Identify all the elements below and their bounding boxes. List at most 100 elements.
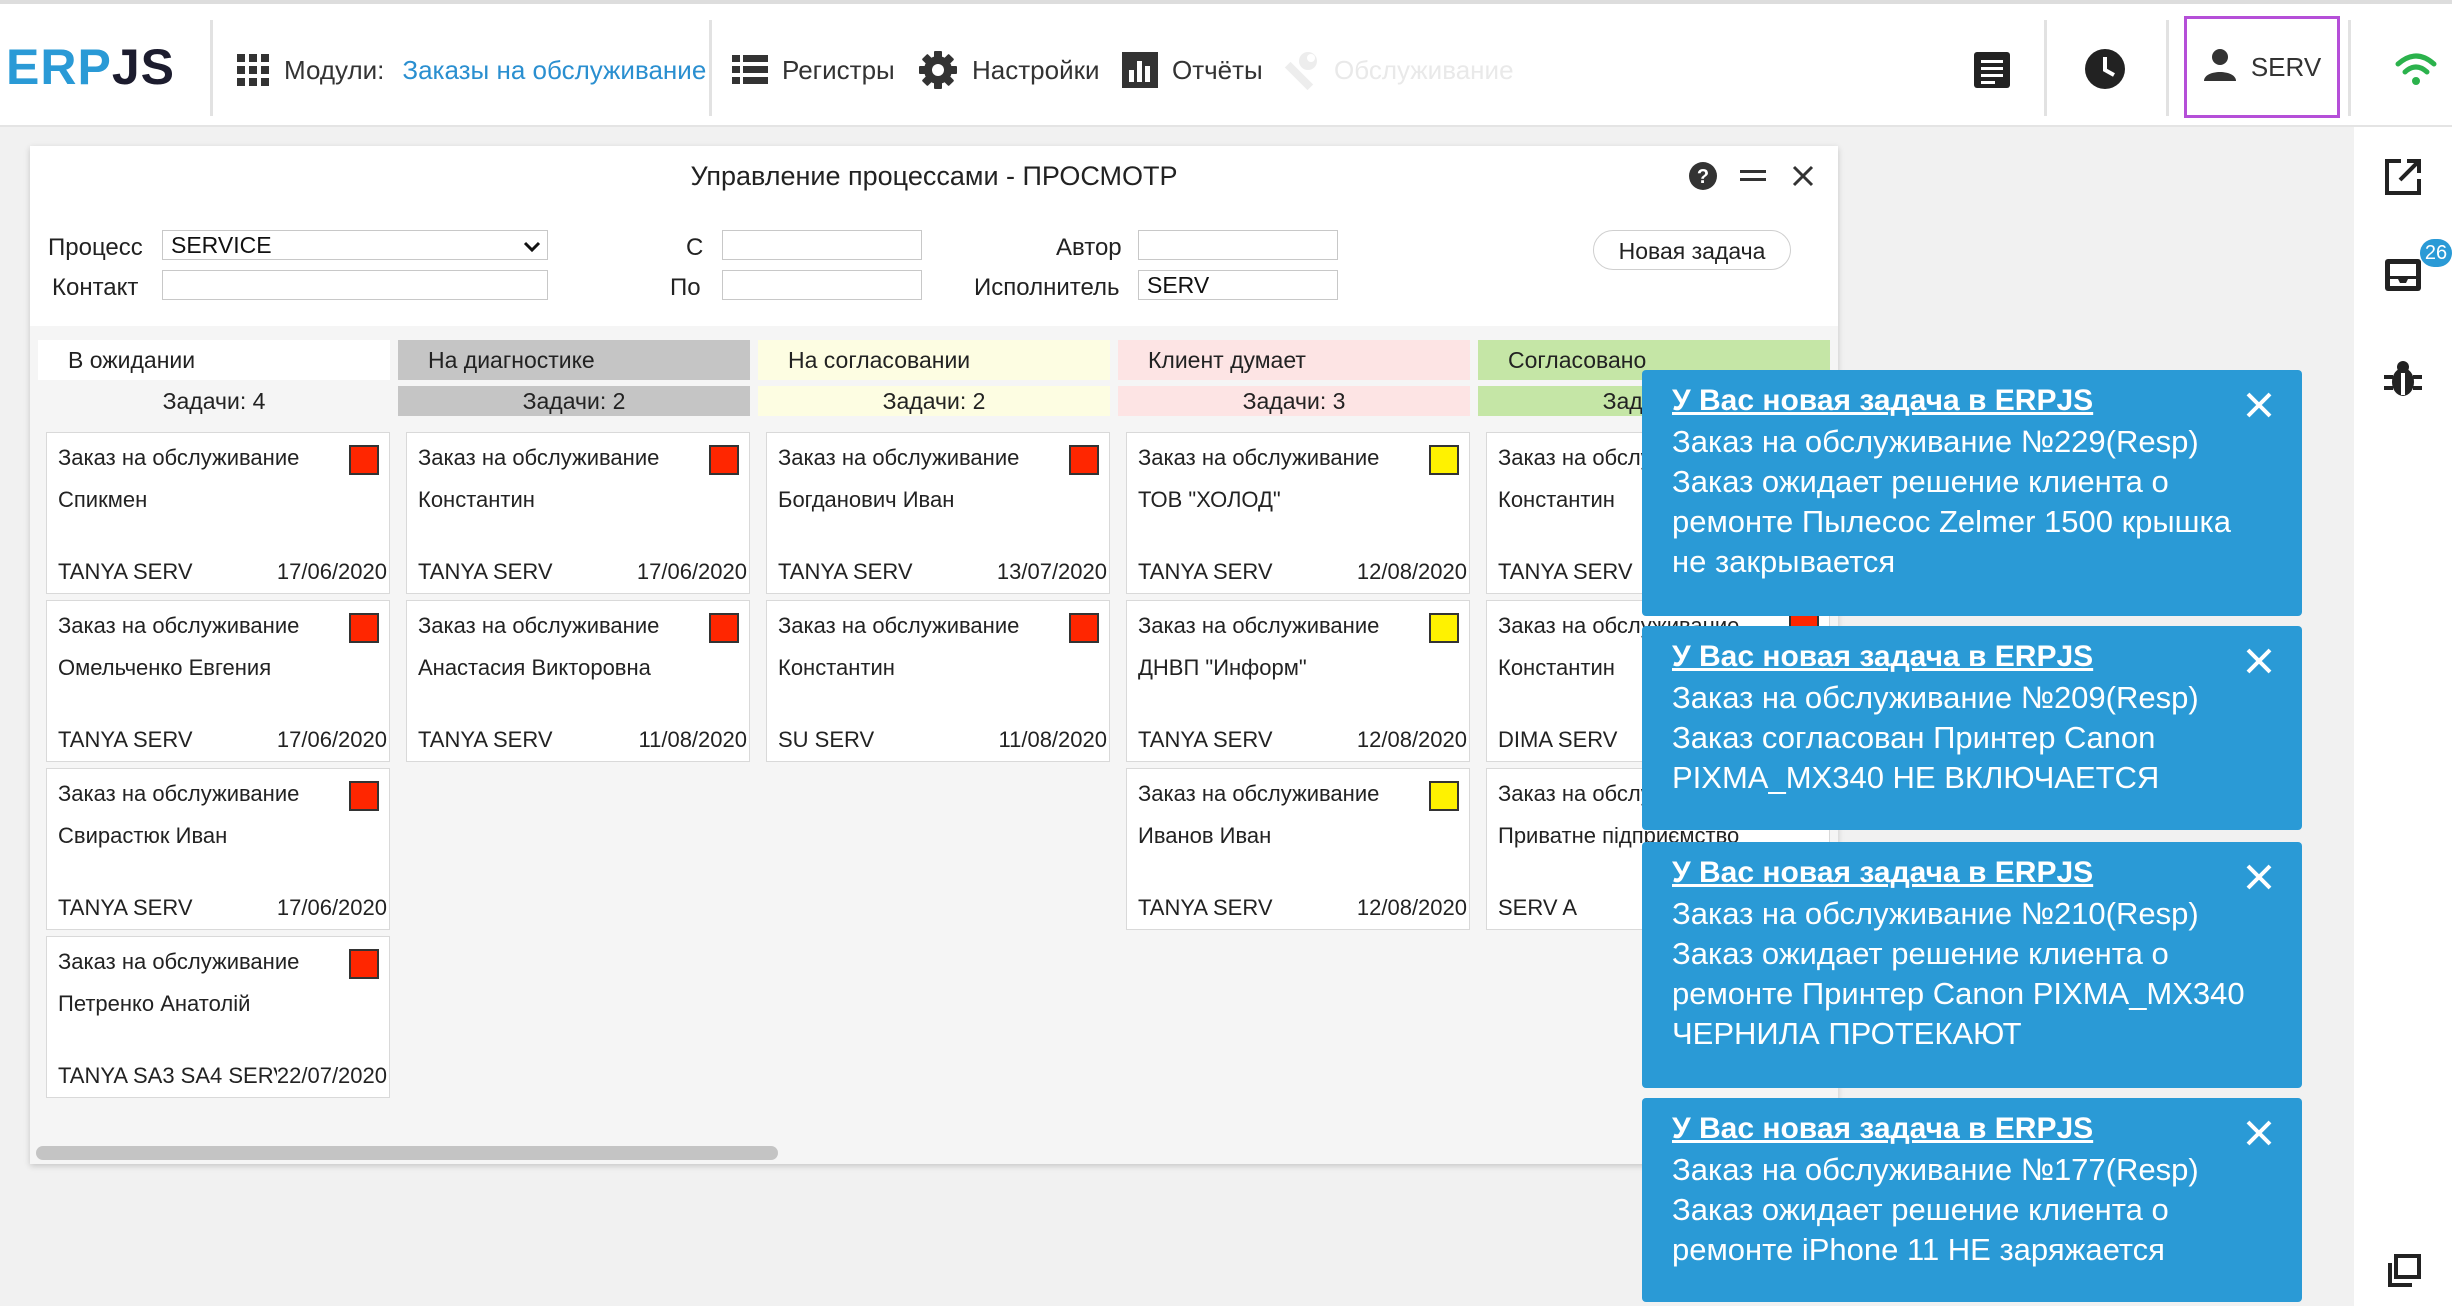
card-user: SERV A xyxy=(1498,895,1578,920)
priority-flag xyxy=(1429,781,1459,811)
task-card[interactable]: Заказ на обслуживание Константин TANYA SER… xyxy=(406,432,750,594)
process-select[interactable]: SERVICE xyxy=(162,230,548,260)
priority-flag xyxy=(709,613,739,643)
card-user: TANYA SERV xyxy=(58,727,193,752)
notification-body: Заказ на обслуживание №229(Resp) Заказ о… xyxy=(1672,424,2232,579)
close-icon[interactable] xyxy=(1785,158,1821,194)
priority-flag xyxy=(349,949,379,979)
card-title: Заказ на обслуживание xyxy=(778,613,1020,638)
priority-flag xyxy=(1069,445,1099,475)
grid-icon xyxy=(236,53,270,87)
card-title: Заказ на обслуживание xyxy=(58,781,300,806)
notification-toast[interactable]: У Вас новая задача в ERPJS Заказ на обслу… xyxy=(1642,626,2302,830)
notification-title[interactable]: У Вас новая задача в ERPJS xyxy=(1672,1112,2094,1145)
settings-menu[interactable]: Настройки xyxy=(918,50,1100,90)
card-client: Омельченко Евгения xyxy=(58,655,272,680)
card-date: 11/08/2020 xyxy=(998,727,1107,753)
card-date: 22/07/2020 xyxy=(276,1063,387,1089)
author-input[interactable] xyxy=(1138,230,1338,260)
notification-toast[interactable]: У Вас новая задача в ERPJS Заказ на обслу… xyxy=(1642,842,2302,1088)
card-user: TANYA SERV xyxy=(58,559,193,584)
task-card[interactable]: Заказ на обслуживание Омельченко Евгения T… xyxy=(46,600,390,762)
card-user: TANYA SERV xyxy=(418,727,553,752)
help-icon[interactable]: ? xyxy=(1685,158,1721,194)
card-user: TANYA SERV xyxy=(1498,559,1633,584)
task-card[interactable]: Заказ на обслуживание Константин SU SERV 11… xyxy=(766,600,1110,762)
notification-title[interactable]: У Вас новая задача в ERPJS xyxy=(1672,640,2094,673)
task-card[interactable]: Заказ на обслуживание Свирастюк Иван TANYA… xyxy=(46,768,390,930)
task-card[interactable]: Заказ на обслуживание Иванов Иван TANYA SE… xyxy=(1126,768,1470,930)
card-client: Константин xyxy=(1498,487,1615,512)
registers-menu[interactable]: Регистры xyxy=(732,50,895,90)
card-client: Петренко Анатолій xyxy=(58,991,251,1016)
top-bar: ERPJS Модули: Заказы на обслуживание Рег… xyxy=(0,0,2452,127)
process-value: SERVICE xyxy=(171,232,272,258)
filter-panel xyxy=(30,206,1838,326)
notification-toast[interactable]: У Вас новая задача в ERPJS Заказ на обслу… xyxy=(1642,370,2302,616)
reports-label: Отчёты xyxy=(1172,54,1263,85)
windows-icon[interactable] xyxy=(2354,1253,2452,1291)
task-card[interactable]: Заказ на обслуживание ТОВ "ХОЛОД" TANYA SE… xyxy=(1126,432,1470,594)
executor-label: Исполнитель xyxy=(974,274,1120,301)
modules-menu[interactable]: Модули: Заказы на обслуживание xyxy=(236,50,706,90)
priority-flag xyxy=(1069,613,1099,643)
contact-input[interactable] xyxy=(162,270,548,300)
card-title: Заказ на обслуживание xyxy=(58,613,300,638)
close-icon[interactable] xyxy=(2244,862,2274,892)
priority-flag xyxy=(349,613,379,643)
process-label: Процесс xyxy=(48,234,143,261)
card-title: Заказ на обслуживание xyxy=(418,613,660,638)
close-icon[interactable] xyxy=(2244,1118,2274,1148)
priority-flag xyxy=(349,445,379,475)
separator xyxy=(2348,20,2351,116)
service-menu[interactable]: Обслуживание xyxy=(1280,50,1514,90)
bug-icon[interactable] xyxy=(2354,359,2452,399)
inbox-icon[interactable] xyxy=(2354,255,2452,295)
date-to-input[interactable] xyxy=(722,270,922,300)
document-icon[interactable] xyxy=(1974,52,2010,93)
card-title: Заказ на обслуживание xyxy=(1138,445,1380,470)
author-label: Автор xyxy=(1056,234,1122,261)
separator xyxy=(2166,20,2169,116)
close-icon[interactable] xyxy=(2244,390,2274,420)
date-from-input[interactable] xyxy=(722,230,922,260)
card-date: 17/06/2020 xyxy=(276,895,387,921)
column-task-count: Задачи: 3 xyxy=(1118,386,1470,416)
separator xyxy=(2044,20,2047,116)
service-label: Обслуживание xyxy=(1334,54,1514,85)
erpjs-logo[interactable]: ERPJS xyxy=(6,39,175,95)
open-external-icon[interactable] xyxy=(2354,157,2452,197)
task-card[interactable]: Заказ на обслуживание Спикмен TANYA SERV 17… xyxy=(46,432,390,594)
task-card[interactable]: Заказ на обслуживание Богданович Иван TANY… xyxy=(766,432,1110,594)
user-name: SERV xyxy=(2250,51,2322,82)
modules-current-link[interactable]: Заказы на обслуживание xyxy=(402,54,707,85)
minimize-icon[interactable] xyxy=(1735,158,1771,194)
card-title: Заказ на обслуживание xyxy=(778,445,1020,470)
task-card[interactable]: Заказ на обслуживание ДНВП "Информ" TANYA … xyxy=(1126,600,1470,762)
card-client: ТОВ "ХОЛОД" xyxy=(1138,487,1281,512)
column-task-count: Задачи: 4 xyxy=(38,386,390,416)
clock-icon[interactable] xyxy=(2084,48,2126,95)
task-card[interactable]: Заказ на обслуживание Анастасия Викторовн… xyxy=(406,600,750,762)
column-task-count: Задачи: 2 xyxy=(758,386,1110,416)
column-header: На согласовании xyxy=(758,340,1110,380)
close-icon[interactable] xyxy=(2244,646,2274,676)
user-icon xyxy=(2203,47,2237,88)
reports-menu[interactable]: Отчёты xyxy=(1122,50,1263,90)
card-date: 12/08/2020 xyxy=(1356,727,1467,753)
new-task-button[interactable]: Новая задача xyxy=(1593,230,1791,270)
task-card[interactable]: Заказ на обслуживание Петренко Анатолій TA… xyxy=(46,936,390,1098)
priority-flag xyxy=(1429,613,1459,643)
user-button[interactable]: SERV xyxy=(2184,16,2340,118)
notification-title[interactable]: У Вас новая задача в ERPJS xyxy=(1672,856,2094,889)
card-title: Заказ на обслуживание xyxy=(1138,613,1380,638)
executor-input[interactable]: SERV xyxy=(1138,270,1338,300)
card-client: Анастасия Викторовна xyxy=(418,655,651,680)
card-date: 12/08/2020 xyxy=(1356,559,1467,585)
scrollbar-thumb[interactable] xyxy=(36,1146,778,1160)
card-user: TANYA SA3 SA4 SERV xyxy=(58,1063,288,1088)
notification-title[interactable]: У Вас новая задача в ERPJS xyxy=(1672,384,2094,417)
notification-toast[interactable]: У Вас новая задача в ERPJS Заказ на обслу… xyxy=(1642,1098,2302,1302)
separator xyxy=(709,20,712,116)
card-user: TANYA SERV xyxy=(58,895,193,920)
